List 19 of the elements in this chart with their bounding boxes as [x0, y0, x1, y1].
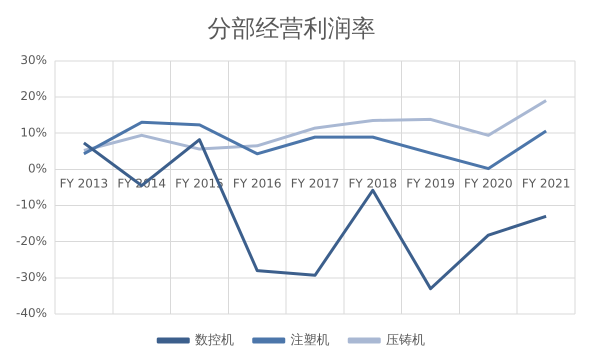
x-tick-label: FY 2018	[348, 176, 398, 191]
y-tick-label: 10%	[20, 125, 47, 140]
chart-title: 分部经营利润率	[208, 14, 376, 43]
x-tick-label: FY 2017	[290, 176, 340, 191]
legend-label: 注塑机	[290, 332, 330, 348]
x-tick-label: FY 2016	[232, 176, 282, 191]
x-tick-label: FY 2019	[406, 176, 455, 191]
legend-label: 数控机	[194, 332, 234, 348]
x-tick-label: FY 2020	[464, 176, 513, 191]
y-tick-label: 30%	[20, 52, 47, 67]
x-tick-label: FY 2013	[60, 176, 108, 191]
y-tick-label: -30%	[16, 270, 47, 284]
x-tick-label: FY 2021	[522, 176, 570, 191]
y-tick-label: 20%	[20, 89, 47, 104]
y-tick-label: -10%	[16, 198, 47, 212]
y-tick-label: -20%	[16, 234, 47, 248]
y-tick-label: -40%	[16, 306, 47, 320]
legend-label: 压铸机	[386, 332, 425, 348]
y-tick-label: 0%	[28, 161, 47, 176]
